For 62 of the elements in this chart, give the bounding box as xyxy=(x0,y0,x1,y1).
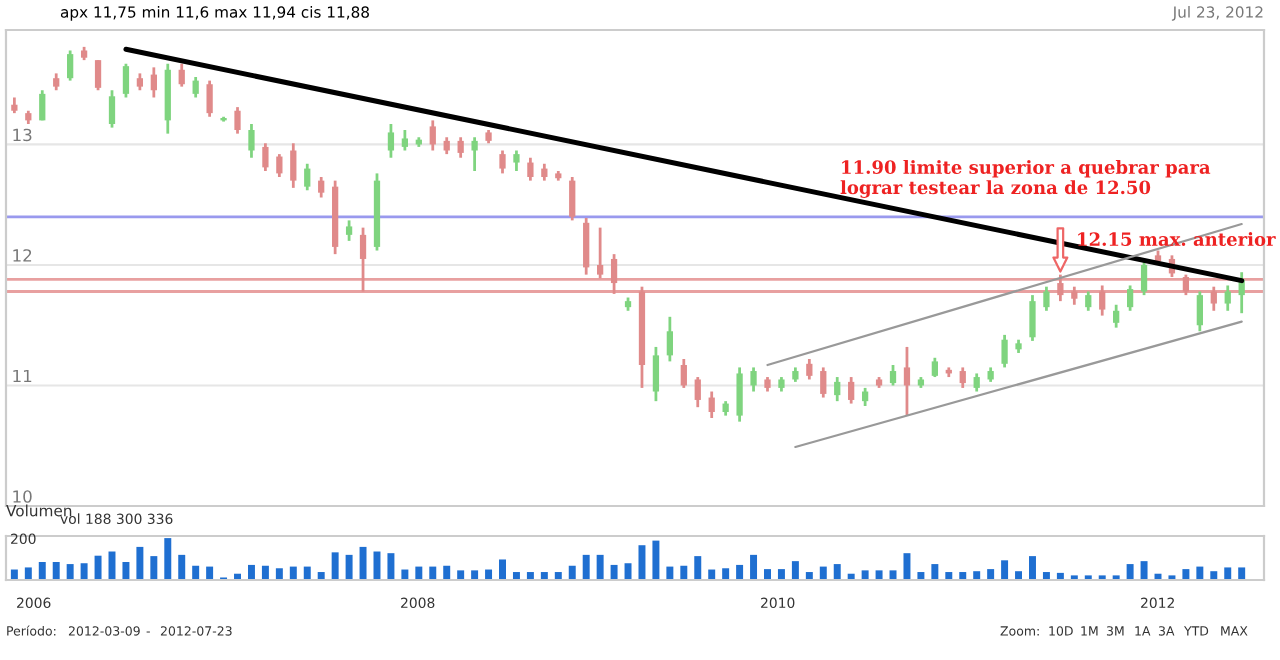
bar xyxy=(610,564,618,580)
bar xyxy=(1238,567,1246,580)
bar xyxy=(1001,560,1009,580)
bar xyxy=(624,563,632,580)
bar xyxy=(457,570,465,580)
bar xyxy=(736,564,744,580)
bar xyxy=(471,570,479,580)
bar xyxy=(764,569,771,580)
bar xyxy=(331,552,339,580)
bar xyxy=(652,540,660,580)
bar xyxy=(24,567,32,580)
bar xyxy=(499,559,506,580)
bar xyxy=(52,561,60,580)
bar xyxy=(582,554,590,580)
bar xyxy=(750,554,758,580)
bar xyxy=(178,554,186,580)
bar xyxy=(973,571,981,580)
bar xyxy=(1224,567,1232,580)
bar xyxy=(247,564,255,580)
bar xyxy=(38,561,46,580)
bar xyxy=(345,554,353,580)
bar xyxy=(66,564,74,580)
bar xyxy=(1015,571,1023,580)
bar xyxy=(1182,569,1190,580)
annotation: 11.90 limite superior a quebrar para lograr testear la zona de 12.50 xyxy=(840,160,1211,198)
bar xyxy=(861,570,869,580)
bar xyxy=(192,565,200,580)
bar xyxy=(373,551,381,580)
bar xyxy=(1210,571,1218,580)
bar xyxy=(777,569,785,580)
bar xyxy=(638,545,646,580)
bar xyxy=(833,564,841,580)
bar xyxy=(722,568,730,580)
bar xyxy=(136,546,144,580)
bar xyxy=(680,565,688,580)
bar xyxy=(694,556,702,580)
bar xyxy=(1126,564,1134,580)
bar xyxy=(359,546,367,580)
y-tick-label: 10 xyxy=(13,490,32,503)
bar xyxy=(568,565,576,580)
bar xyxy=(1140,561,1148,580)
bar xyxy=(80,563,88,580)
bar xyxy=(596,554,604,580)
annotation: 12.15 max. anterior xyxy=(1078,232,1276,246)
bar xyxy=(791,561,799,580)
bar xyxy=(275,568,283,580)
bar xyxy=(443,565,451,580)
y-tick-label: 12 xyxy=(13,249,32,262)
bar xyxy=(94,555,102,580)
bar xyxy=(987,569,995,580)
bar xyxy=(150,556,158,580)
bar xyxy=(931,564,939,580)
bar xyxy=(164,538,172,580)
y-tick-label: 13 xyxy=(13,128,32,142)
bar xyxy=(387,553,395,580)
y-tick-label: 11 xyxy=(13,369,32,383)
bar xyxy=(903,553,911,580)
bar xyxy=(1029,556,1036,580)
bar xyxy=(122,561,130,580)
bar xyxy=(889,570,897,580)
bar xyxy=(875,570,883,580)
bar xyxy=(261,565,269,580)
